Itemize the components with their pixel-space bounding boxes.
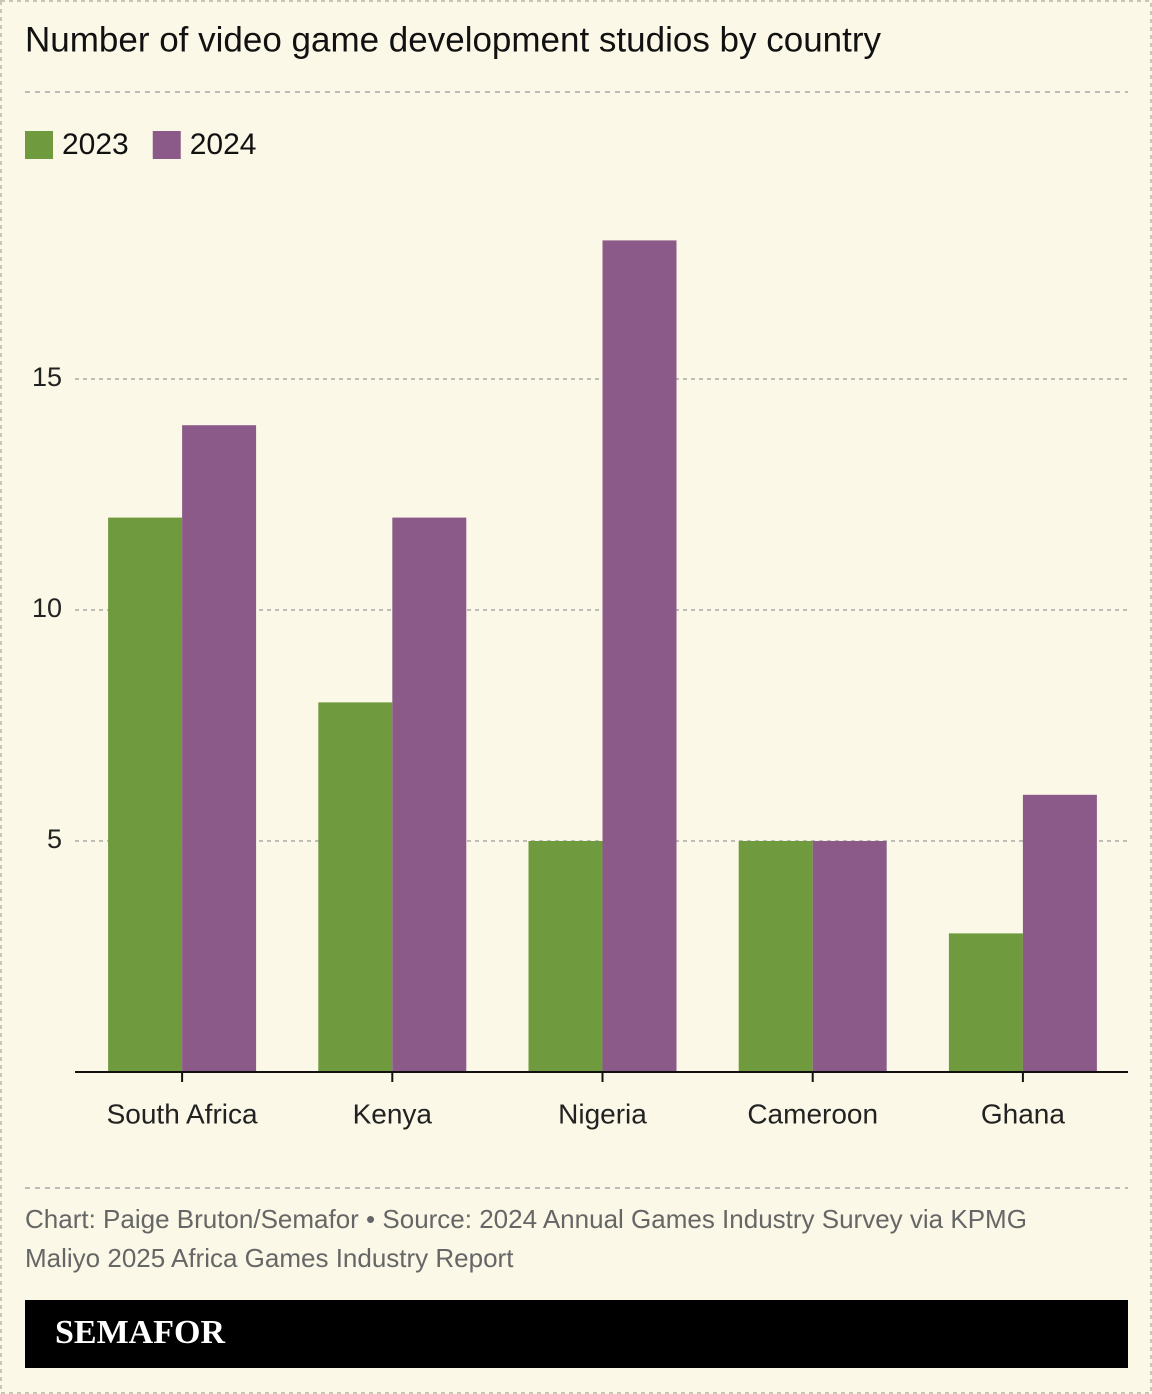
- brand: SEMAFOR: [55, 1314, 225, 1351]
- bar: [108, 517, 183, 1072]
- y-tick-label: 10: [32, 593, 62, 623]
- bar: [812, 841, 887, 1072]
- bar: [1022, 794, 1097, 1072]
- chart-title: Number of video game development studios…: [25, 20, 882, 59]
- source-note: Maliyo 2025 Africa Games Industry Report: [25, 1243, 514, 1273]
- bar: [392, 517, 467, 1072]
- bar: [602, 240, 677, 1072]
- x-tick-label: Ghana: [981, 1098, 1065, 1129]
- legend-label: 2024: [190, 128, 257, 161]
- x-tick-label: Kenya: [353, 1098, 433, 1129]
- x-tick-label: Nigeria: [558, 1098, 647, 1129]
- brand-bar: [25, 1300, 1128, 1368]
- y-tick-label: 5: [47, 824, 62, 854]
- bar: [948, 933, 1023, 1072]
- x-tick-label: South Africa: [107, 1098, 258, 1129]
- legend-swatch: [25, 131, 53, 159]
- bar: [318, 702, 393, 1072]
- x-tick-label: Cameroon: [747, 1098, 878, 1129]
- bar: [182, 425, 257, 1072]
- bar: [738, 841, 813, 1072]
- y-tick-label: 15: [32, 362, 62, 392]
- bar: [528, 841, 603, 1072]
- legend-label: 2023: [62, 128, 129, 161]
- legend-swatch: [152, 131, 181, 159]
- source-note: Chart: Paige Bruton/Semafor • Source: 20…: [25, 1204, 1027, 1234]
